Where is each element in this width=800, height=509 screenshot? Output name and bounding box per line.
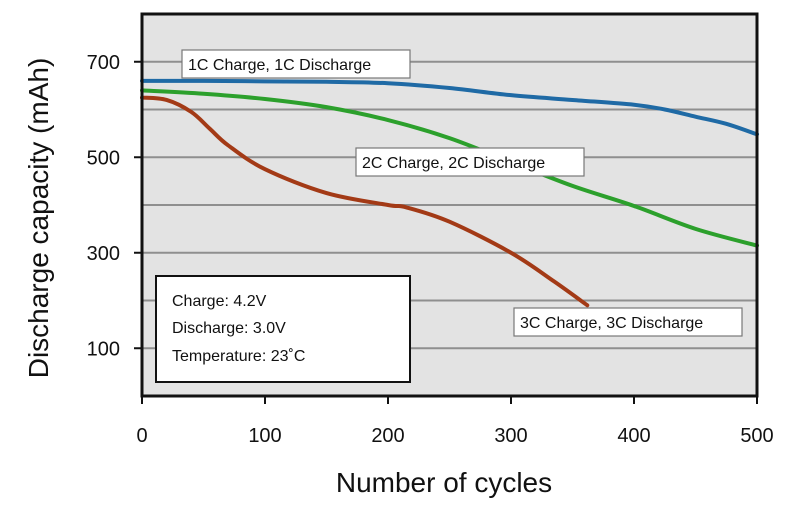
series-3c-line [140,95,590,308]
series-label-3c: 3C Charge, 3C Discharge [513,307,743,337]
x-axis-title: Number of cycles [336,467,552,498]
plot-frame [140,12,759,398]
series-label-3c-box [513,307,743,337]
y-tick-label: 300 [87,243,120,265]
series-labels: 1C Charge, 1C Discharge 2C Charge, 2C Dis… [181,49,743,337]
series-2c-line [140,88,759,248]
x-tick-label: 300 [494,425,527,447]
info-line-temperature: Temperature: 23˚C [172,348,305,365]
axis-ticks: 0 100 200 300 400 500 100 300 500 700 [87,52,774,447]
info-line-charge: Charge: 4.2V [172,293,267,310]
y-tick-label: 700 [87,52,120,74]
x-tick-label: 0 [136,425,147,447]
info-line-discharge: Discharge: 3.0V [172,320,286,337]
x-tick-label: 100 [248,425,281,447]
test-conditions-box: Charge: 4.2V Discharge: 3.0V Temperature… [155,275,411,383]
series-label-2c: 2C Charge, 2C Discharge [355,147,585,177]
series-label-1c-box [181,49,411,79]
series-label-1c-text: 1C Charge, 1C Discharge [188,57,371,74]
y-axis-title: Discharge capacity (mAh) [23,58,54,379]
y-tick-label: 500 [87,147,120,169]
x-tick-label: 400 [617,425,650,447]
x-tick-label: 500 [740,425,773,447]
y-tick-label: 100 [87,338,120,360]
series-1c-line [140,78,759,137]
series-label-3c-text: 3C Charge, 3C Discharge [520,315,703,332]
test-conditions-frame [155,275,411,383]
series-label-2c-text: 2C Charge, 2C Discharge [362,155,545,172]
x-tick-label: 200 [371,425,404,447]
plot-border [140,12,759,398]
series-label-2c-box [355,147,585,177]
series-label-1c: 1C Charge, 1C Discharge [181,49,411,79]
series-layer [140,78,759,308]
